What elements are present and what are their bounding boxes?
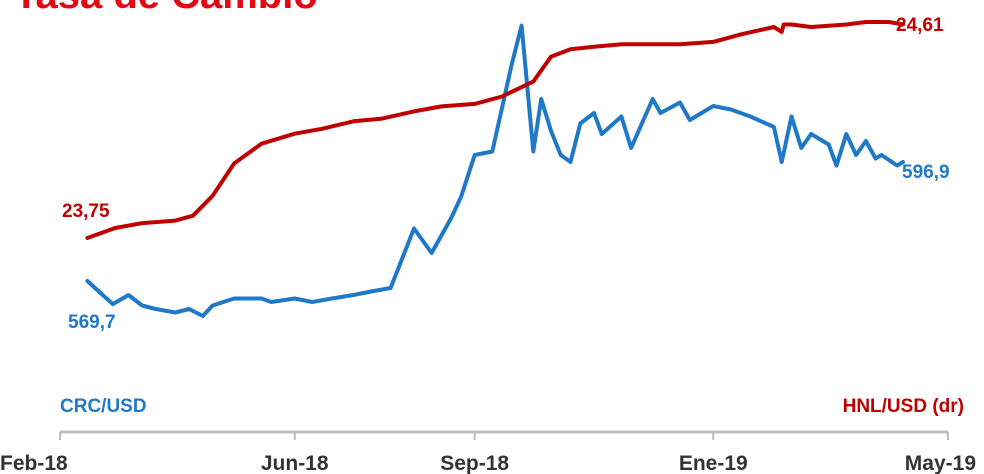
x-tick-label: May-19: [905, 452, 976, 474]
x-tick-label: Sep-18: [440, 452, 509, 474]
right-axis-label: HNL/USD (dr): [843, 396, 964, 417]
x-tick-label: Feb-18: [0, 452, 68, 474]
x-tick-label: Ene-19: [679, 452, 748, 474]
left-axis-label: CRC/USD: [60, 396, 147, 417]
x-tick-label: Jun-18: [261, 452, 329, 474]
chart-title: Tasa de Cambio: [14, 0, 318, 17]
crc-end-value-label: 596,9: [902, 162, 950, 183]
series-line-crc-usd: [85, 23, 905, 318]
crc-start-value-label: 569,7: [68, 312, 116, 333]
hnl-start-value-label: 23,75: [62, 201, 110, 222]
series-line-hnl-usd: [85, 20, 905, 240]
hnl-end-value-label: 24,61: [896, 15, 944, 36]
